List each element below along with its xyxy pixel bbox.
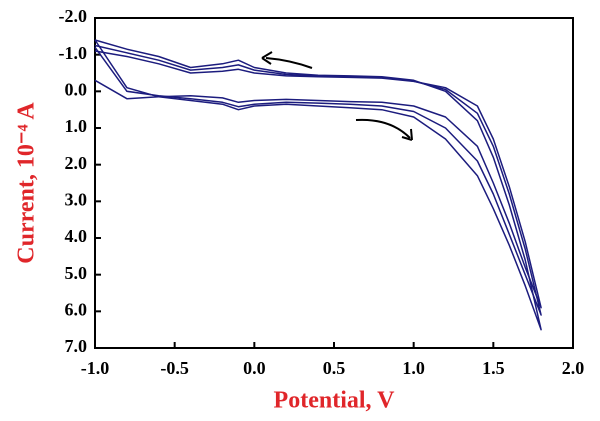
arrows (261, 51, 413, 141)
cv-curve (94, 50, 542, 309)
x-tick-label: 1.5 (482, 358, 505, 378)
arrow-head (401, 128, 413, 141)
y-tick-label: 6.0 (65, 299, 88, 319)
cv-curve (94, 39, 542, 331)
x-tick-label: 1.0 (402, 358, 425, 378)
y-tick-label: -2.0 (59, 6, 88, 26)
y-tick-label: -1.0 (59, 43, 88, 63)
x-tick-label: -1.0 (81, 358, 110, 378)
cv-curve (94, 44, 542, 316)
y-tick-label: 2.0 (65, 153, 88, 173)
y-tick-label: 1.0 (65, 116, 88, 136)
y-axis-label: Current, 10⁻⁴ A (14, 102, 40, 264)
x-tick-label: 0.5 (323, 358, 346, 378)
x-tick-label: -0.5 (160, 358, 189, 378)
x-axis-label: Potential, V (274, 388, 396, 414)
arrow-head (261, 51, 273, 65)
x-tick-label: 0.0 (243, 358, 266, 378)
y-tick-label: 4.0 (65, 226, 88, 246)
y-tick-label: 7.0 (65, 336, 88, 356)
y-tick-label: 5.0 (65, 263, 88, 283)
y-tick-label: 3.0 (65, 189, 88, 209)
x-tick-label: 2.0 (562, 358, 585, 378)
arrow-forward (355, 118, 411, 139)
arrow-reverse (265, 57, 313, 69)
y-tick-label: 0.0 (65, 79, 88, 99)
